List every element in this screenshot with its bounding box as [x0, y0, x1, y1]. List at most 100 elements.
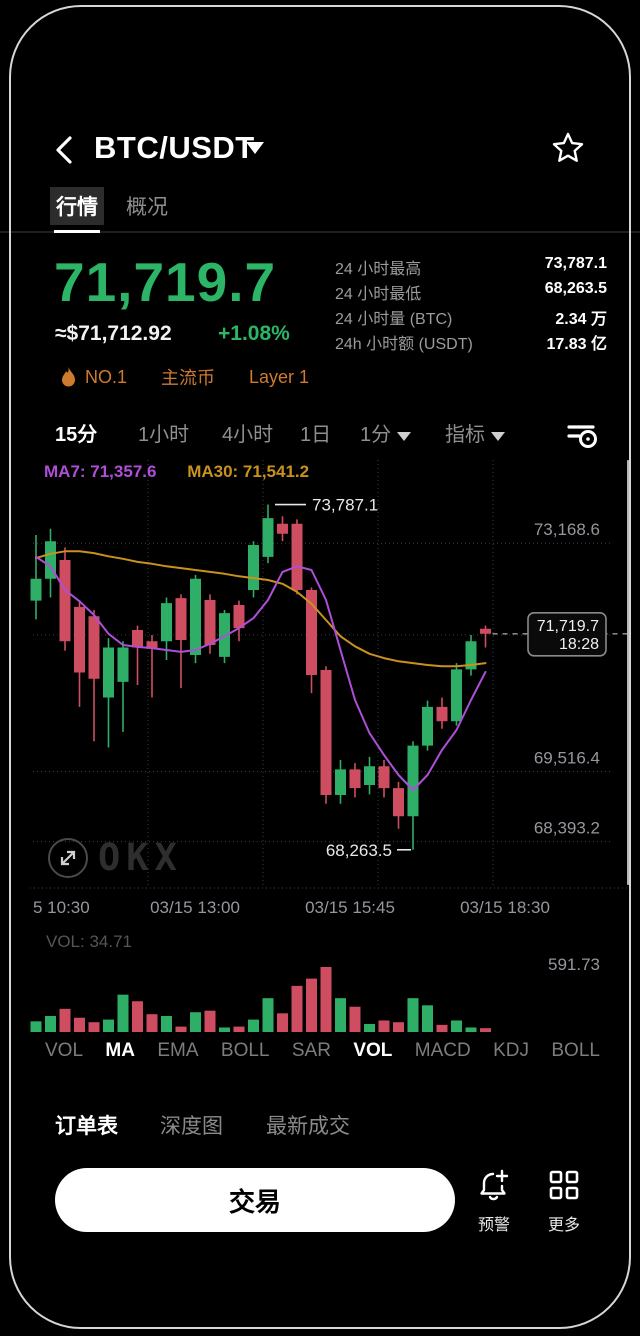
- volume-bar: [204, 1010, 216, 1032]
- candle-body: [45, 541, 56, 579]
- volume-bar: [364, 1023, 375, 1032]
- timeframe-15m[interactable]: 15分: [55, 424, 98, 446]
- candle-body: [233, 605, 245, 629]
- candle-body: [117, 647, 129, 682]
- indicator-label: 指标: [445, 424, 485, 446]
- candle-body: [465, 641, 477, 670]
- stat-label: 24 小时最高: [335, 261, 422, 278]
- volume-axis-max: 591.73: [548, 955, 600, 974]
- time-axis-tick: 03/15 18:30: [460, 898, 550, 917]
- candle-body: [451, 669, 462, 722]
- stat-label: 24 小时量 (BTC): [335, 311, 453, 328]
- volume-bar: [248, 1019, 259, 1032]
- candle-body: [248, 545, 259, 590]
- candle-body: [436, 706, 448, 722]
- more-label: 更多: [547, 1217, 580, 1234]
- candle-body: [132, 630, 143, 648]
- indicator-vol-sub[interactable]: VOL: [353, 1040, 393, 1061]
- stat-row: 24 小时最低 68,263.5: [335, 280, 607, 305]
- candle-body: [422, 706, 433, 746]
- volume-bar: [117, 994, 129, 1032]
- fiat-price: ≈$71,712.92: [55, 322, 172, 345]
- candle-body: [88, 616, 100, 679]
- alert-bell-icon: [480, 1169, 509, 1201]
- candle-body: [262, 518, 274, 557]
- indicator-macd[interactable]: MACD: [414, 1040, 471, 1061]
- volume-bar: [378, 1020, 390, 1032]
- indicator-kdj[interactable]: KDJ: [493, 1040, 529, 1061]
- pair-dropdown-caret-icon[interactable]: [246, 142, 264, 154]
- back-icon[interactable]: [52, 134, 78, 166]
- alert-label: 预警: [477, 1217, 510, 1234]
- price-axis-tick: 73,168.6: [534, 520, 600, 539]
- badge-label: 主流币: [161, 368, 216, 388]
- timeframe-custom-dropdown[interactable]: 1分: [360, 418, 412, 447]
- category-badge[interactable]: 主流币: [161, 364, 215, 390]
- rank-badge[interactable]: NO.1: [60, 366, 127, 388]
- price-alert-action[interactable]: 预警: [462, 1168, 526, 1235]
- volume-current-label: VOL: 34.71: [46, 932, 132, 951]
- timeframe-bar: 15分 1小时 4小时 1日 1分 指标: [0, 414, 640, 454]
- candle-body: [74, 606, 85, 673]
- indicator-boll2[interactable]: BOLL: [551, 1040, 600, 1061]
- volume-bar: [132, 1001, 143, 1032]
- low-annotation: 68,263.5: [326, 841, 392, 860]
- volume-bar: [451, 1020, 462, 1032]
- tab-overview[interactable]: 概况: [126, 196, 168, 219]
- indicator-ema[interactable]: EMA: [157, 1040, 199, 1061]
- volume-bar: [59, 1008, 71, 1032]
- stat-row: 24 小时最高 73,787.1: [335, 255, 607, 280]
- volume-bar: [320, 967, 332, 1032]
- candle-body: [349, 769, 361, 789]
- stat-value: 17.83 亿: [546, 336, 608, 353]
- layer-badge[interactable]: Layer 1: [249, 367, 309, 388]
- indicator-vol-main[interactable]: VOL: [45, 1040, 84, 1061]
- volume-bar: [45, 1015, 56, 1032]
- candle-body: [175, 598, 187, 640]
- time-axis-tick: 03/15 15:45: [305, 898, 395, 917]
- chart-settings-icon[interactable]: [566, 420, 600, 450]
- top-tab-bar: 行情 概况: [0, 185, 640, 233]
- more-action[interactable]: 更多: [532, 1168, 596, 1235]
- candle-body: [204, 600, 216, 645]
- tab-depth-chart[interactable]: 深度图: [160, 1115, 223, 1138]
- price-axis-tick: 68,393.2: [534, 819, 600, 838]
- timeframe-1d[interactable]: 1日: [300, 424, 332, 446]
- current-price-box: [527, 611, 607, 657]
- okx-logo: OKX: [98, 836, 183, 879]
- volume-bar: [88, 1022, 100, 1032]
- ma30-label: MA30: 71,541.2: [187, 462, 310, 481]
- trade-button[interactable]: 交易: [55, 1168, 455, 1232]
- time-axis-tick: 5 10:30: [33, 898, 90, 917]
- expand-chart-icon[interactable]: [48, 837, 88, 878]
- timeframe-4h[interactable]: 4小时: [222, 424, 274, 446]
- volume-bar: [277, 1013, 288, 1032]
- tab-latest-trades[interactable]: 最新成交: [266, 1115, 350, 1138]
- candle-body: [407, 745, 419, 817]
- volume-bar: [30, 1021, 42, 1032]
- indicator-boll[interactable]: BOLL: [220, 1040, 270, 1061]
- ma30-line: [35, 550, 487, 668]
- indicator-dropdown[interactable]: 指标: [445, 418, 505, 447]
- candle-body: [59, 560, 71, 642]
- tab-market[interactable]: 行情: [50, 187, 104, 233]
- favorite-star-icon[interactable]: [550, 130, 586, 166]
- indicator-sar[interactable]: SAR: [291, 1040, 331, 1061]
- tab-order-book[interactable]: 订单表: [55, 1115, 118, 1138]
- candle-body: [480, 628, 491, 634]
- indicator-ma[interactable]: MA: [105, 1040, 135, 1061]
- timeframe-label: 1分: [360, 424, 392, 446]
- volume-bar: [291, 985, 303, 1032]
- price-axis-tick: 69,516.4: [534, 748, 600, 767]
- timeframe-1h[interactable]: 1小时: [138, 424, 190, 446]
- candle-body: [161, 603, 172, 642]
- candle-body: [335, 769, 346, 795]
- caret-down-icon: [491, 432, 505, 441]
- candle-body: [320, 670, 332, 795]
- candlestick-chart[interactable]: 73,168.671,702.869,516.468,393.25 10:300…: [0, 455, 640, 1040]
- stat-row: 24h 小时额 (USDT) 17.83 亿: [335, 330, 607, 355]
- candle-body: [30, 578, 42, 601]
- badge-row: NO.1 主流币 Layer 1: [60, 364, 309, 390]
- volume-bar: [262, 998, 274, 1032]
- chart-scrollbar[interactable]: [627, 460, 630, 885]
